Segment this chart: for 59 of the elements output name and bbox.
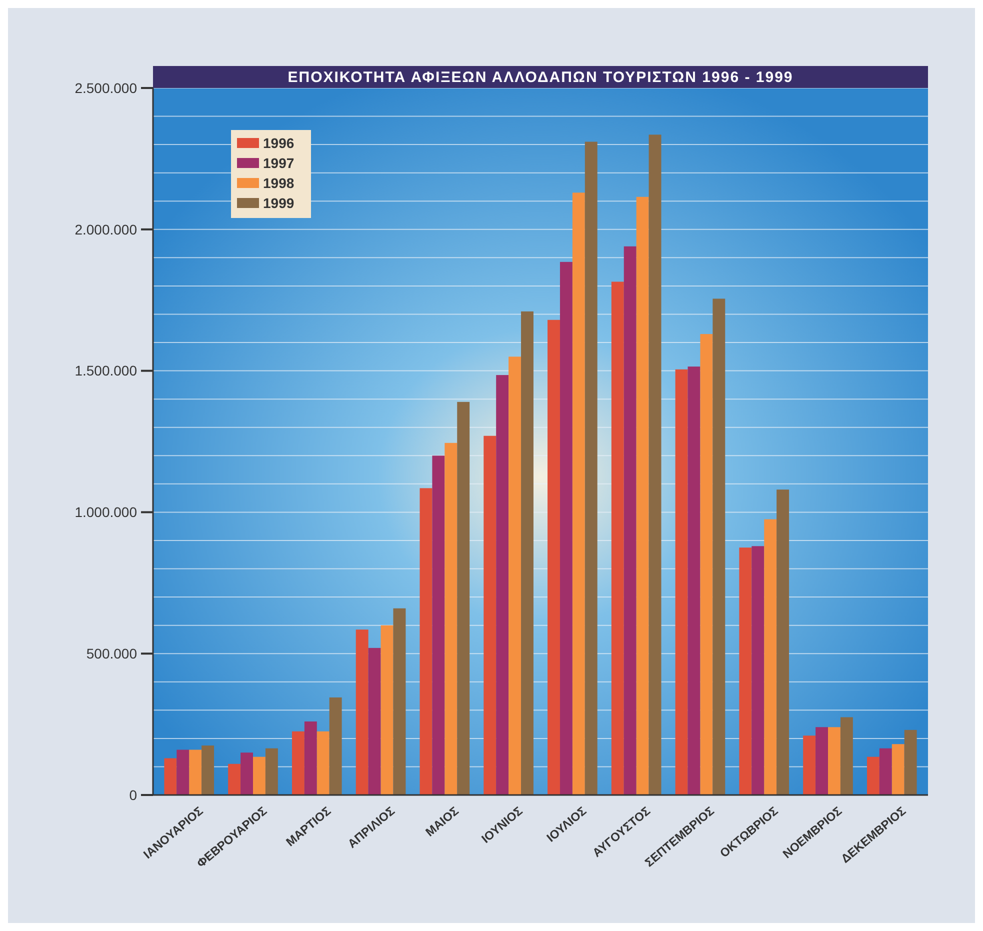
y-tick-label: 2.000.000 bbox=[74, 221, 138, 238]
chart-title: ΕΠΟΧΙΚΟΤΗΤΑ ΑΦΙΞΕΩΝ ΑΛΛΟΔΑΠΩΝ ΤΟΥΡΙΣΤΩΝ 1996 - 1999 bbox=[288, 69, 794, 86]
bar bbox=[675, 369, 688, 795]
bar bbox=[648, 134, 662, 795]
bar bbox=[752, 546, 764, 795]
bar bbox=[176, 750, 190, 795]
bar bbox=[636, 196, 649, 795]
bar bbox=[712, 298, 726, 795]
bar bbox=[803, 736, 816, 795]
bar bbox=[548, 320, 560, 795]
bar bbox=[879, 748, 892, 795]
bar bbox=[688, 366, 700, 795]
bar bbox=[611, 282, 624, 795]
y-tick-label: 1.500.000 bbox=[74, 362, 138, 379]
bar bbox=[240, 752, 253, 795]
bar bbox=[253, 756, 266, 795]
legend-label: 1996 bbox=[263, 134, 294, 151]
y-tick-label: 2.500.000 bbox=[74, 80, 138, 96]
bar bbox=[484, 436, 496, 795]
bar bbox=[496, 375, 509, 795]
bar bbox=[700, 334, 713, 795]
bar bbox=[764, 519, 777, 795]
bar bbox=[444, 442, 458, 795]
bar bbox=[329, 697, 342, 795]
bar bbox=[380, 625, 394, 795]
bar bbox=[840, 717, 853, 795]
bar bbox=[189, 750, 202, 795]
bar bbox=[521, 311, 534, 795]
bar bbox=[892, 744, 904, 795]
y-tick-label: 500.000 bbox=[86, 646, 138, 662]
bar bbox=[776, 490, 790, 795]
bar bbox=[816, 727, 828, 795]
bar bbox=[228, 764, 241, 795]
bar bbox=[457, 402, 470, 795]
y-tick-label: 1.000.000 bbox=[74, 504, 138, 520]
bar bbox=[828, 727, 840, 795]
bar bbox=[508, 356, 522, 795]
bar bbox=[624, 246, 636, 795]
bar bbox=[368, 648, 381, 795]
bar bbox=[393, 608, 406, 795]
bar bbox=[432, 456, 445, 795]
bar bbox=[316, 731, 330, 795]
y-tick-label: 0 bbox=[129, 786, 138, 803]
bar bbox=[560, 262, 572, 795]
legend-label: 1999 bbox=[263, 194, 294, 211]
bar bbox=[292, 731, 304, 795]
bar bbox=[265, 748, 278, 795]
bar bbox=[202, 746, 214, 795]
bar bbox=[304, 721, 317, 795]
bar bbox=[420, 488, 432, 795]
bar bbox=[164, 758, 177, 795]
bar bbox=[584, 142, 598, 795]
bar bbox=[572, 192, 585, 795]
bar bbox=[356, 630, 368, 795]
bar bbox=[866, 756, 880, 795]
legend-label: 1998 bbox=[263, 174, 294, 191]
legend-label: 1997 bbox=[263, 154, 294, 171]
bar bbox=[904, 730, 917, 795]
bar bbox=[739, 548, 752, 795]
